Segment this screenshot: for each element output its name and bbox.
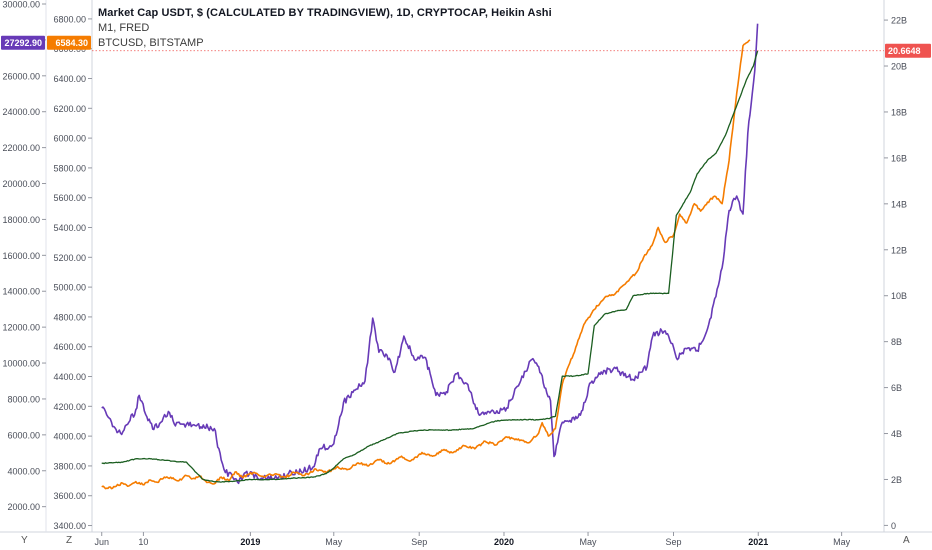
m1-axis-tick-label: 6200.00 xyxy=(53,104,86,114)
btc-last-value-label-bg xyxy=(1,35,45,50)
time-axis-tick-label: Jun xyxy=(94,537,109,547)
time-axis-tick-label: 10 xyxy=(138,537,148,547)
usdt-axis-tick-label: 6B xyxy=(891,383,902,393)
m1-axis-tick-label: 5200.00 xyxy=(53,253,86,263)
series-layer xyxy=(101,23,759,490)
m1-axis-tick-label: 4400.00 xyxy=(53,372,86,382)
z-axis-mode-button[interactable]: Z xyxy=(66,535,73,546)
time-axis-tick-label: 2021 xyxy=(748,537,768,547)
time-axis-tick-label: May xyxy=(325,537,343,547)
m1-axis-tick-label: 4200.00 xyxy=(53,402,86,412)
m1-last-value-label: 6584.30 xyxy=(55,38,88,48)
axes-frame xyxy=(0,0,932,533)
time-axis-tick-label: 2019 xyxy=(240,537,260,547)
time-axis-tick-label: Sep xyxy=(665,537,681,547)
usdt-axis-tick-label: 4B xyxy=(891,429,902,439)
m1-axis-tick-label: 5800.00 xyxy=(53,163,86,173)
btc-axis-tick-label: 20000.00 xyxy=(2,179,40,189)
usdt-last-value-label-bg xyxy=(885,43,931,58)
usdt-axis-tick-label: 8B xyxy=(891,337,902,347)
y-axis-mode-button[interactable]: Y xyxy=(21,535,28,546)
m1-axis-tick-label: 6800.00 xyxy=(53,14,86,24)
last-value-labels: 27292.90 6584.30 20.6648 xyxy=(1,35,931,58)
m1-axis-tick-label: 3600.00 xyxy=(53,491,86,501)
m1-axis-tick-label: 4600.00 xyxy=(53,342,86,352)
usdt-axis-tick-label: 0 xyxy=(891,521,896,531)
btc-axis-tick-label: 26000.00 xyxy=(2,71,40,81)
btc-axis-tick-label: 18000.00 xyxy=(2,215,40,225)
btc-last-value-label: 27292.90 xyxy=(4,38,42,48)
usdt-axis-tick-label: 14B xyxy=(891,199,907,209)
usdt-axis-tick-label: 10B xyxy=(891,291,907,301)
m1-axis-tick-label: 6000.00 xyxy=(53,134,86,144)
time-axis-tick-label: 2020 xyxy=(494,537,514,547)
time-axis-tick-label: May xyxy=(833,537,851,547)
usdt-axis-tick-label: 12B xyxy=(891,245,907,255)
m1-axis-tick-label: 4000.00 xyxy=(53,432,86,442)
btc-axis-tick-label: 14000.00 xyxy=(2,287,40,297)
usdt-axis[interactable]: 22B 20B 18B 16B 14B 12B 10B 8B 6B 4B 2B 0 xyxy=(884,16,907,531)
btc-axis-tick-label: 8000.00 xyxy=(7,394,40,404)
series-line-m1 xyxy=(101,39,751,490)
auto-scale-button[interactable]: A xyxy=(903,535,910,546)
btc-axis-tick-label: 22000.00 xyxy=(2,143,40,153)
btc-axis-tick-label: 16000.00 xyxy=(2,251,40,261)
btc-axis-tick-label: 24000.00 xyxy=(2,107,40,117)
m1-axis-tick-label: 5600.00 xyxy=(53,193,86,203)
time-axis-tick-label: May xyxy=(580,537,598,547)
btc-axis-tick-label: 12000.00 xyxy=(2,323,40,333)
btc-axis-tick-label: 10000.00 xyxy=(2,359,40,369)
usdt-axis-tick-label: 20B xyxy=(891,62,907,72)
usdt-axis-tick-label: 2B xyxy=(891,475,902,485)
btc-axis[interactable]: 30000.0028000.0026000.0024000.0022000.00… xyxy=(2,0,46,512)
btc-axis-tick-label: 4000.00 xyxy=(7,466,40,476)
series-line-btc xyxy=(101,23,759,485)
m1-axis-tick-label: 5400.00 xyxy=(53,223,86,233)
usdt-axis-tick-label: 18B xyxy=(891,107,907,117)
series-line-usdt xyxy=(101,50,759,483)
btc-axis-tick-label: 2000.00 xyxy=(7,502,40,512)
m1-axis-tick-label: 3400.00 xyxy=(53,521,86,531)
m1-axis-tick-label: 5000.00 xyxy=(53,283,86,293)
m1-axis-tick-label: 4800.00 xyxy=(53,312,86,322)
usdt-axis-tick-label: 22B xyxy=(891,16,907,26)
btc-axis-tick-label: 6000.00 xyxy=(7,430,40,440)
m1-last-value-label-bg xyxy=(47,35,91,50)
btc-axis-tick-label: 30000.00 xyxy=(2,0,40,10)
m1-axis-tick-label: 6400.00 xyxy=(53,74,86,84)
m1-axis-tick-label: 3800.00 xyxy=(53,461,86,471)
usdt-last-value-label: 20.6648 xyxy=(888,46,921,56)
time-axis-tick-label: Sep xyxy=(411,537,427,547)
usdt-axis-tick-label: 16B xyxy=(891,153,907,163)
time-axis[interactable]: Jun 10 2019 May Sep 2020 May Sep 2021 May xyxy=(94,532,851,547)
